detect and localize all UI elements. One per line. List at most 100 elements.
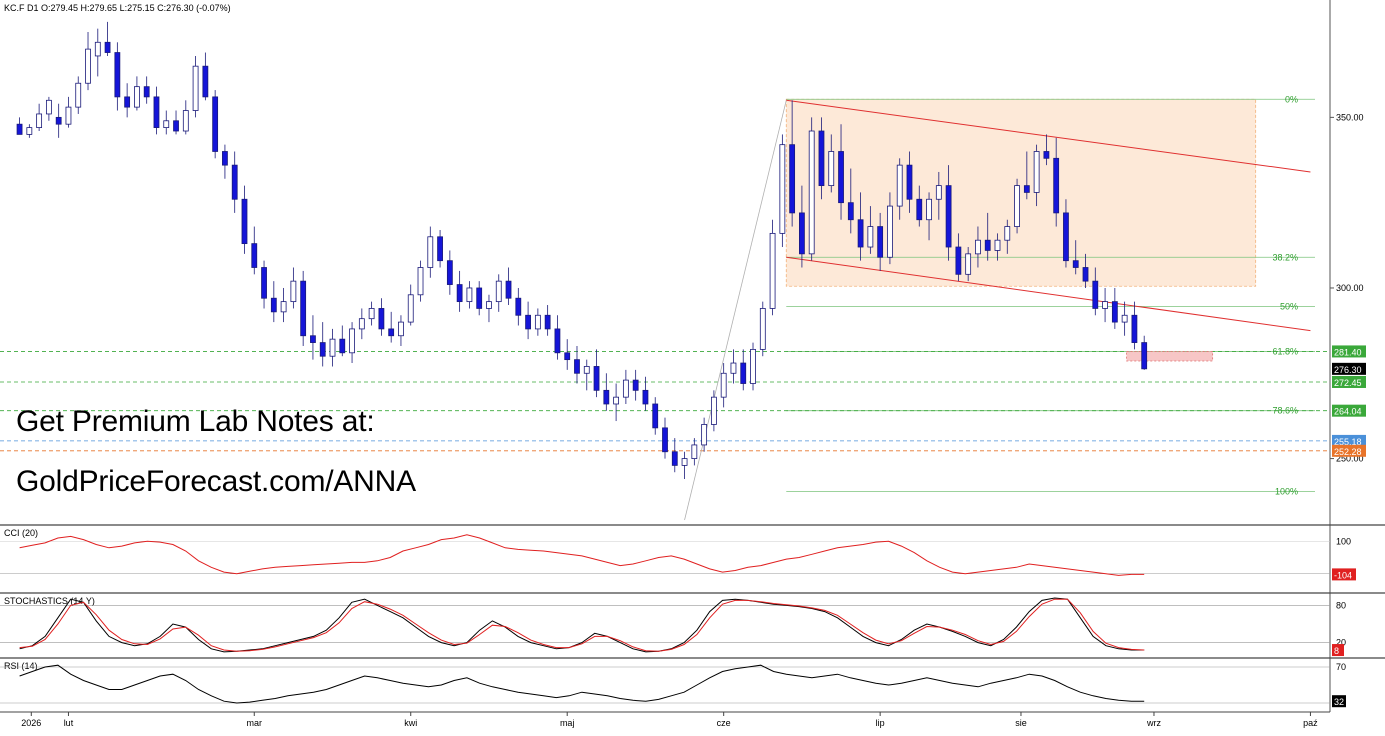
candle-body	[241, 198, 248, 245]
stochastics-d-line	[19, 598, 1145, 652]
candle-body	[222, 151, 228, 166]
x-tick-label: kwi	[404, 718, 417, 728]
candle-body	[407, 294, 414, 323]
candle-body	[652, 403, 659, 429]
candle-body	[476, 287, 483, 309]
price-level-label: 264.04	[1334, 407, 1362, 417]
rsi-current-box	[1332, 695, 1346, 708]
x-tick-label: lip	[876, 718, 885, 728]
candle-body	[94, 41, 101, 57]
candle-body	[505, 280, 512, 299]
candle-body	[779, 144, 786, 234]
candle-body	[896, 164, 903, 207]
candle-body	[603, 389, 610, 405]
candle-body	[427, 236, 434, 268]
candle-body	[182, 110, 189, 132]
candle-body	[26, 127, 33, 135]
candle-body	[750, 348, 756, 384]
candle-body	[212, 96, 219, 152]
price-level-box	[1332, 434, 1366, 447]
fib-box	[785, 98, 1257, 287]
price-level-box	[1332, 375, 1366, 388]
candle-body	[388, 328, 395, 337]
candle-body	[398, 321, 404, 337]
candle-body	[808, 130, 815, 255]
rsi-line	[19, 664, 1145, 704]
x-tick-label: mar	[247, 718, 263, 728]
candle-body	[887, 205, 893, 258]
candle-body	[153, 96, 160, 129]
x-tick-label: cze	[717, 718, 731, 728]
candle-body	[1023, 185, 1030, 193]
candle-body	[515, 297, 522, 316]
y-tick-label: 250.00	[1336, 454, 1364, 464]
candle-body	[799, 212, 805, 255]
candle-body	[495, 280, 502, 303]
candle-body	[574, 359, 580, 374]
candle-body	[339, 338, 346, 354]
candle-body	[564, 352, 571, 361]
fib-label: 78.6%	[1272, 406, 1298, 416]
cci-tick-label: 100	[1336, 536, 1351, 546]
candle-body	[583, 366, 590, 374]
y-tick-label: 300.00	[1336, 283, 1364, 293]
candle-body	[1043, 151, 1050, 159]
candle-body	[1131, 314, 1138, 343]
candle-body	[1082, 267, 1089, 282]
candle-body	[769, 232, 776, 309]
fib-label: 50%	[1280, 301, 1298, 311]
candle-body	[1141, 342, 1148, 370]
candle-body	[65, 106, 72, 125]
stochastics-tick-label: 20	[1336, 638, 1346, 648]
price-level-label: 255.18	[1334, 437, 1362, 447]
rsi-tick-label: 70	[1336, 662, 1346, 672]
stochastics-k-line	[19, 597, 1145, 653]
cci-panel-label: CCI (20)	[4, 528, 38, 538]
candle-body	[163, 120, 170, 129]
candle-body	[358, 318, 365, 330]
cci-current-box	[1332, 568, 1356, 581]
candle-body	[593, 366, 600, 391]
price-level-box	[1332, 404, 1366, 417]
candle-body	[642, 389, 649, 405]
candle-body	[613, 396, 620, 405]
candle-body	[1033, 151, 1040, 193]
candle-body	[965, 253, 972, 275]
candle-body	[720, 372, 727, 398]
candle-body	[916, 198, 923, 221]
candle-body	[818, 130, 825, 187]
candle-body	[975, 239, 981, 255]
candle-body	[310, 335, 316, 343]
candle-body	[877, 226, 884, 258]
candle-body	[466, 287, 473, 303]
candle-body	[417, 267, 424, 296]
candle-body	[486, 301, 492, 309]
candle-body	[85, 48, 91, 84]
channel-upper-line	[786, 99, 1311, 173]
candle-body	[926, 198, 932, 221]
channel-lower-line	[786, 256, 1311, 332]
candle-body	[828, 151, 835, 187]
candle-body	[1111, 301, 1118, 323]
cci-line	[19, 534, 1145, 576]
candle-body	[867, 226, 874, 248]
price-level-box	[1332, 345, 1366, 358]
candle-body	[251, 243, 258, 268]
candle-body	[319, 342, 326, 357]
candle-body	[838, 151, 844, 204]
candle-body	[994, 239, 1001, 251]
candle-body	[349, 328, 355, 354]
candle-body	[16, 123, 23, 135]
candle-body	[1092, 280, 1099, 309]
candle-body	[984, 239, 991, 251]
candle-body	[437, 236, 443, 262]
fib-anchor-line	[684, 100, 787, 521]
fib-label: 38.2%	[1272, 252, 1298, 262]
price-level-box	[1332, 444, 1366, 457]
candle-body	[1053, 157, 1060, 214]
candle-body	[202, 65, 209, 98]
candle-body	[280, 301, 287, 313]
candle-body	[671, 451, 678, 466]
promo-line-2: GoldPriceForecast.com/ANNA	[16, 465, 416, 498]
